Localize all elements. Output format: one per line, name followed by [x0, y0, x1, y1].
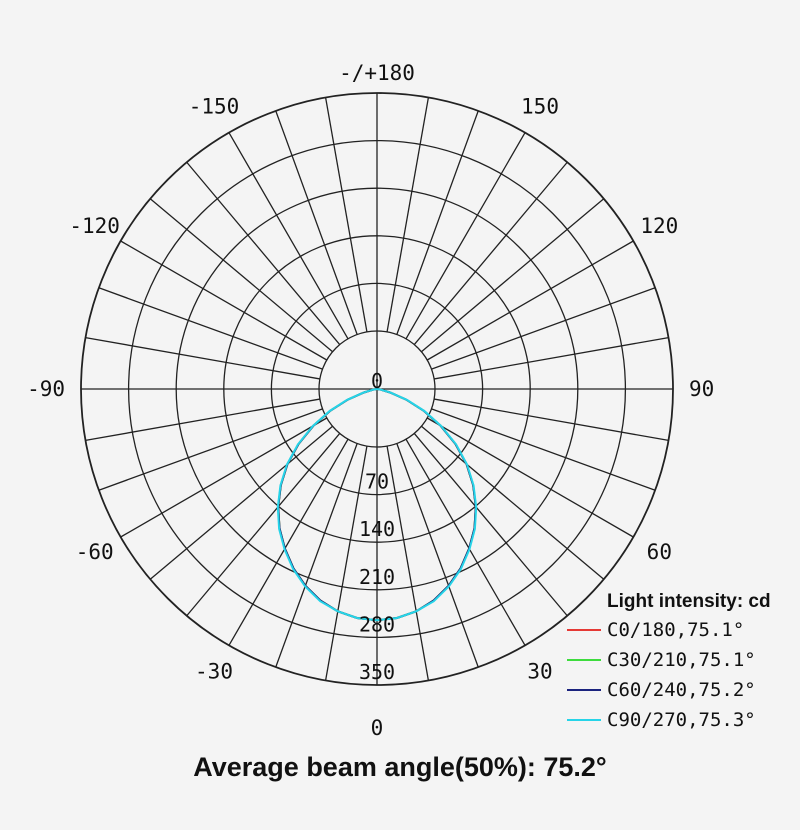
angle-label: 120: [640, 214, 678, 238]
grid-spoke: [149, 425, 333, 580]
angle-label: -120: [69, 214, 120, 238]
angle-label: 60: [647, 540, 672, 564]
radial-tick-labels: 0 70 140 210 280 350: [359, 369, 395, 684]
grid-spoke: [421, 425, 605, 580]
grid-spoke: [396, 443, 479, 668]
grid-spoke: [405, 438, 526, 646]
angle-label: 0: [371, 716, 384, 740]
angle-label: 90: [689, 377, 714, 401]
grid-spoke: [324, 97, 368, 332]
radial-tick-label: 0: [371, 369, 383, 393]
radial-tick-label: 140: [359, 517, 395, 541]
grid-spoke: [275, 110, 358, 335]
angle-label: 150: [521, 95, 559, 119]
angle-label: 30: [527, 659, 552, 683]
grid-spoke: [98, 408, 323, 491]
angle-label: -60: [76, 540, 114, 564]
grid-spoke: [149, 198, 333, 353]
grid-spoke: [120, 240, 328, 361]
grid-spoke: [324, 446, 368, 681]
grid-spoke: [396, 110, 479, 335]
grid-spoke: [434, 336, 669, 380]
grid-spoke: [421, 198, 605, 353]
legend-label: C0/180,75.1°: [607, 619, 744, 641]
grid-spokes: [81, 93, 673, 685]
grid-spoke: [228, 132, 349, 340]
legend-label: C60/240,75.2°: [607, 679, 756, 701]
radial-tick-label: 70: [365, 470, 389, 494]
angle-label: -90: [27, 377, 65, 401]
grid-spoke: [431, 408, 656, 491]
polar-plot: -/+180 -150 150 -120 120 -90 90 -60 60 -30 30 0 0 70…: [27, 61, 771, 740]
angle-label: -150: [189, 95, 240, 119]
grid-spoke: [85, 336, 320, 380]
legend: Light intensity: cd C0/180,75.1° C30/210,…: [567, 591, 771, 731]
radial-tick-label: 350: [359, 660, 395, 684]
grid-spoke: [186, 161, 341, 345]
legend-label: C90/270,75.3°: [607, 709, 756, 731]
radial-tick-label: 210: [359, 565, 395, 589]
angle-labels: -/+180 -150 150 -120 120 -90 90 -60 60 -30 30 0: [27, 61, 714, 740]
grid-spoke: [186, 433, 341, 617]
grid-spoke: [386, 446, 430, 681]
grid-spoke: [426, 240, 634, 361]
grid-spoke: [386, 97, 430, 332]
intensity-curves: [276, 388, 478, 622]
grid-spoke: [426, 417, 634, 538]
beam-angle-caption: Average beam angle(50%): 75.2°: [193, 752, 607, 782]
grid-spoke: [85, 398, 320, 442]
angle-label: -30: [195, 659, 233, 683]
grid-spoke: [120, 417, 328, 538]
legend-title: Light intensity: cd: [607, 591, 771, 612]
grid-spoke: [413, 161, 568, 345]
radial-tick-label: 280: [359, 612, 395, 636]
legend-items: C0/180,75.1° C30/210,75.1° C60/240,75.2° C9…: [567, 619, 756, 731]
series-curve-c90-270: [276, 388, 478, 622]
grid-spoke: [275, 443, 358, 668]
angle-label: -/+180: [339, 61, 415, 85]
grid-spoke: [434, 398, 669, 442]
grid-spoke: [405, 132, 526, 340]
legend-label: C30/210,75.1°: [607, 649, 756, 671]
grid-spoke: [98, 287, 323, 370]
grid-spoke: [413, 433, 568, 617]
grid-spoke: [431, 287, 656, 370]
grid-spoke: [228, 438, 349, 646]
